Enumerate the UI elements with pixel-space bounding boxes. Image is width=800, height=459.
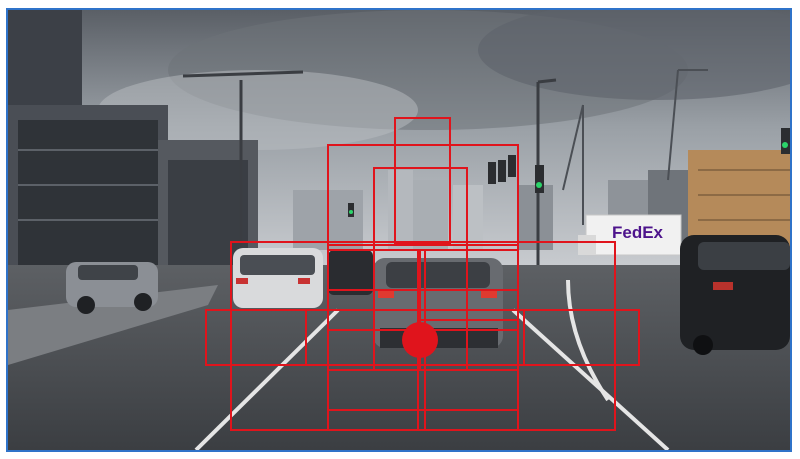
fedex-truck: FedEx [578,214,682,256]
image-frame: FedEx [6,8,792,452]
right-building [688,150,790,250]
fedex-logo: FedEx [612,223,664,242]
dark-suv-center [328,250,373,295]
white-suv-left [233,248,323,308]
black-sedan-right [680,235,790,355]
sedan-ahead [373,258,503,348]
construction-cranes [562,69,708,225]
street-scene-photo: FedEx [8,10,790,450]
silver-suv-far-left [66,262,158,314]
